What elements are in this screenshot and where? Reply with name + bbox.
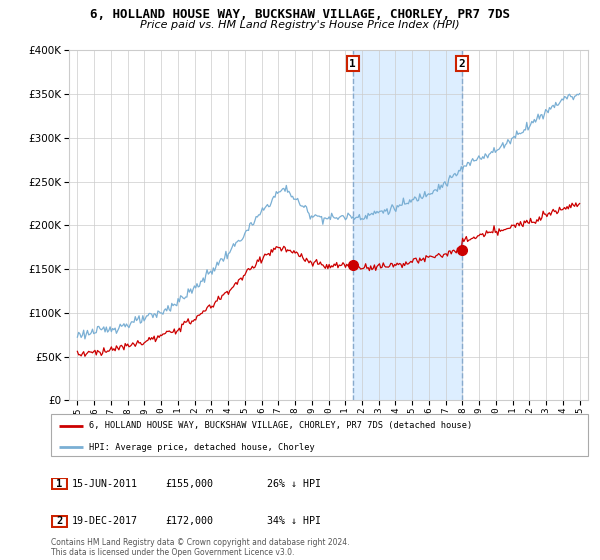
Bar (353, 50, 462, 400)
Text: Contains HM Land Registry data © Crown copyright and database right 2024.
This d: Contains HM Land Registry data © Crown c… (51, 538, 349, 557)
Text: 2: 2 (56, 516, 62, 526)
Text: 6, HOLLAND HOUSE WAY, BUCKSHAW VILLAGE, CHORLEY, PR7 7DS: 6, HOLLAND HOUSE WAY, BUCKSHAW VILLAGE, … (90, 8, 510, 21)
Text: 6, HOLLAND HOUSE WAY, BUCKSHAW VILLAGE, CHORLEY, PR7 7DS (detached house): 6, HOLLAND HOUSE WAY, BUCKSHAW VILLAGE, … (89, 421, 472, 430)
Text: HPI: Average price, detached house, Chorley: HPI: Average price, detached house, Chor… (89, 442, 314, 452)
Text: 34% ↓ HPI: 34% ↓ HPI (267, 516, 321, 526)
Text: £155,000: £155,000 (165, 479, 213, 489)
Text: 1: 1 (349, 59, 356, 68)
Text: 26% ↓ HPI: 26% ↓ HPI (267, 479, 321, 489)
Text: Price paid vs. HM Land Registry's House Price Index (HPI): Price paid vs. HM Land Registry's House … (140, 20, 460, 30)
Text: £172,000: £172,000 (165, 516, 213, 526)
Text: 1: 1 (56, 479, 62, 489)
Text: 19-DEC-2017: 19-DEC-2017 (72, 516, 138, 526)
Text: 2: 2 (458, 59, 465, 68)
Text: 15-JUN-2011: 15-JUN-2011 (72, 479, 138, 489)
FancyBboxPatch shape (52, 478, 67, 489)
FancyBboxPatch shape (52, 516, 67, 527)
FancyBboxPatch shape (51, 414, 588, 456)
